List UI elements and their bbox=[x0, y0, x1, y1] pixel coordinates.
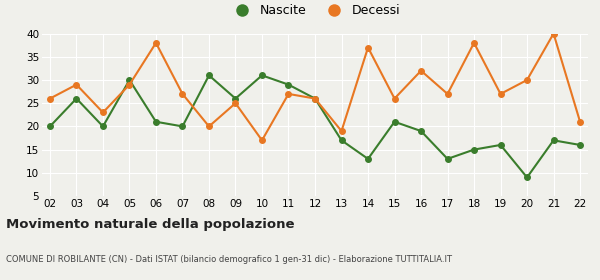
Nascite bbox=[497, 143, 504, 147]
Nascite bbox=[311, 97, 319, 100]
Decessi bbox=[232, 102, 239, 105]
Decessi bbox=[179, 92, 186, 95]
Line: Nascite: Nascite bbox=[47, 73, 583, 180]
Nascite bbox=[232, 97, 239, 100]
Nascite bbox=[73, 97, 80, 100]
Nascite bbox=[577, 143, 584, 147]
Decessi bbox=[497, 92, 504, 95]
Decessi bbox=[126, 83, 133, 86]
Text: COMUNE DI ROBILANTE (CN) - Dati ISTAT (bilancio demografico 1 gen-31 dic) - Elab: COMUNE DI ROBILANTE (CN) - Dati ISTAT (b… bbox=[6, 255, 452, 264]
Text: Movimento naturale della popolazione: Movimento naturale della popolazione bbox=[6, 218, 295, 231]
Decessi bbox=[338, 129, 345, 133]
Nascite bbox=[126, 78, 133, 82]
Decessi bbox=[259, 139, 266, 142]
Decessi bbox=[364, 46, 371, 49]
Nascite bbox=[179, 125, 186, 128]
Nascite bbox=[470, 148, 478, 151]
Nascite bbox=[364, 157, 371, 160]
Nascite bbox=[46, 125, 53, 128]
Nascite bbox=[259, 74, 266, 77]
Nascite bbox=[285, 83, 292, 86]
Line: Decessi: Decessi bbox=[47, 31, 583, 143]
Decessi bbox=[100, 111, 107, 114]
Decessi bbox=[577, 120, 584, 123]
Nascite bbox=[338, 139, 345, 142]
Decessi bbox=[205, 125, 212, 128]
Decessi bbox=[418, 69, 425, 73]
Nascite bbox=[523, 176, 530, 179]
Decessi bbox=[73, 83, 80, 86]
Decessi bbox=[152, 41, 160, 45]
Nascite bbox=[391, 120, 398, 123]
Nascite bbox=[100, 125, 107, 128]
Nascite bbox=[152, 120, 160, 123]
Decessi bbox=[311, 97, 319, 100]
Decessi bbox=[470, 41, 478, 45]
Nascite bbox=[418, 129, 425, 133]
Nascite bbox=[550, 139, 557, 142]
Decessi bbox=[523, 78, 530, 82]
Decessi bbox=[46, 97, 53, 100]
Decessi bbox=[550, 32, 557, 35]
Legend: Nascite, Decessi: Nascite, Decessi bbox=[230, 4, 400, 17]
Decessi bbox=[444, 92, 451, 95]
Nascite bbox=[444, 157, 451, 160]
Nascite bbox=[205, 74, 212, 77]
Decessi bbox=[391, 97, 398, 100]
Decessi bbox=[285, 92, 292, 95]
